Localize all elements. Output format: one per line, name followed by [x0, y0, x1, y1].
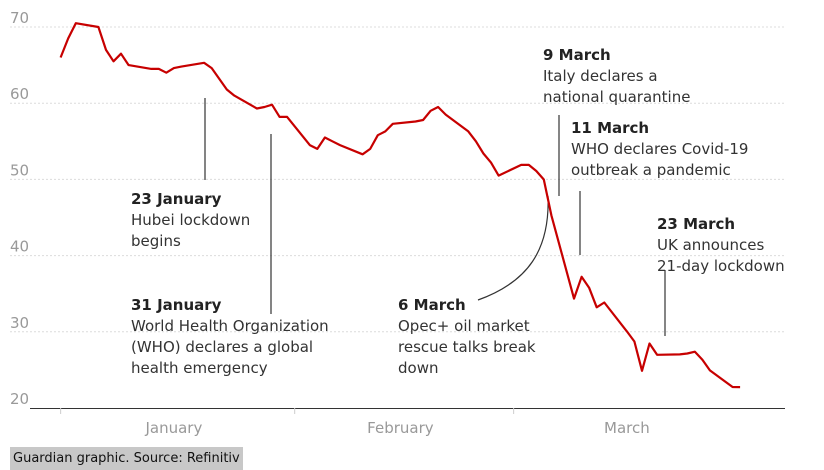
source-credit: Guardian graphic. Source: Refinitiv [10, 447, 243, 470]
annotation-who-emergency: 31 January World Health Organization (WHO)… [131, 296, 329, 377]
gridlines [10, 26, 785, 333]
y-tick-label: 30 [10, 314, 29, 332]
annotation-text: Hubei lockdown [131, 211, 250, 229]
annotation-text: begins [131, 232, 181, 250]
annotation-date: 23 January [131, 190, 222, 208]
annotation-hubei: 23 January Hubei lockdown begins [131, 190, 250, 250]
annotation-date: 9 March [543, 46, 611, 64]
annotation-opec: 6 March Opec+ oil market rescue talks brea… [398, 296, 536, 377]
price-series [59, 22, 741, 389]
annotation-text: WHO declares Covid-19 [571, 140, 748, 158]
y-tick-label: 50 [10, 161, 29, 179]
y-tick-label: 20 [10, 390, 29, 408]
y-axis-ticks: 70 60 50 40 30 20 [10, 9, 29, 408]
annotation-text: 21-day lockdown [657, 257, 785, 275]
annotation-text: Italy declares a [543, 67, 658, 85]
annotation-italy: 9 March Italy declares a national quaranti… [543, 46, 690, 106]
price-line [59, 22, 741, 389]
annotation-date: 23 March [657, 215, 735, 233]
annotation-text: UK announces [657, 236, 764, 254]
y-tick-label: 40 [10, 238, 29, 256]
annotation-leaders [204, 98, 666, 336]
annotation-date: 6 March [398, 296, 466, 314]
month-label: February [367, 419, 434, 437]
annotation-text: (WHO) declares a global [131, 338, 313, 356]
y-tick-label: 70 [10, 9, 29, 27]
month-label: January [144, 419, 202, 437]
y-tick-label: 60 [10, 85, 29, 103]
annotation-leader [477, 195, 549, 301]
month-label: March [604, 419, 650, 437]
annotation-date: 11 March [571, 119, 649, 137]
annotation-text: rescue talks break [398, 338, 536, 356]
annotation-text: national quarantine [543, 88, 690, 106]
x-axis: January February March [30, 408, 785, 437]
annotation-text: Opec+ oil market [398, 317, 530, 335]
annotation-date: 31 January [131, 296, 222, 314]
annotation-text: down [398, 359, 438, 377]
annotation-text: World Health Organization [131, 317, 329, 335]
annotation-text: health emergency [131, 359, 268, 377]
annotation-text: outbreak a pandemic [571, 161, 731, 179]
annotation-who-pandemic: 11 March WHO declares Covid-19 outbreak a … [571, 119, 748, 179]
annotations: 23 January Hubei lockdown begins 31 January… [131, 46, 785, 377]
annotation-uk: 23 March UK announces 21-day lockdown [657, 215, 785, 275]
